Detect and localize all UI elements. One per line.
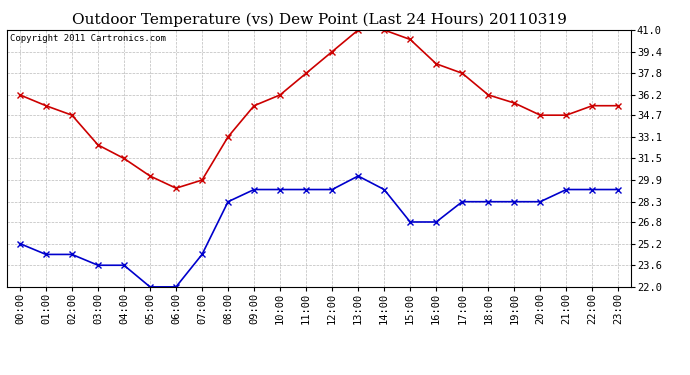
Title: Outdoor Temperature (vs) Dew Point (Last 24 Hours) 20110319: Outdoor Temperature (vs) Dew Point (Last… <box>72 13 566 27</box>
Text: Copyright 2011 Cartronics.com: Copyright 2011 Cartronics.com <box>10 34 166 43</box>
